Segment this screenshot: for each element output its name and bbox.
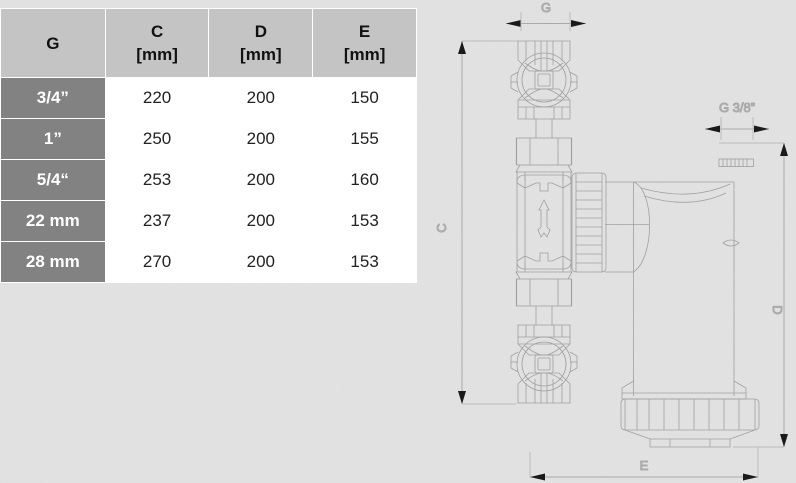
svg-text:G 3/8”: G 3/8” <box>719 100 755 115</box>
svg-text:G: G <box>541 0 551 15</box>
svg-text:D: D <box>770 305 785 314</box>
svg-text:C: C <box>434 223 449 232</box>
svg-text:E: E <box>640 458 649 473</box>
